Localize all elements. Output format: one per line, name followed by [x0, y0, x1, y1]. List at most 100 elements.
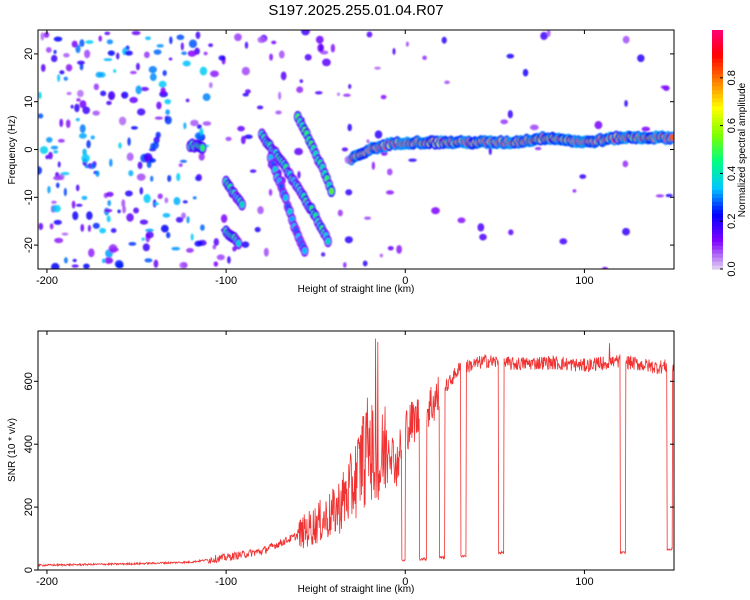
noise-speck: [38, 222, 44, 231]
colorbar-cell: [712, 165, 723, 171]
noise-speck: [76, 60, 85, 65]
noise-speck: [165, 109, 170, 116]
noise-speck: [85, 40, 94, 44]
noise-speck: [220, 214, 228, 223]
noise-speck: [500, 119, 509, 125]
noise-speck: [135, 85, 142, 95]
spectrogram-x-axis: -200 -100 0 100: [36, 30, 594, 287]
noise-speck: [180, 42, 184, 51]
colorbar-cell: [712, 221, 723, 226]
noise-speck: [348, 84, 352, 89]
noise-speck: [641, 126, 651, 132]
noise-speck: [75, 184, 80, 192]
noise-speck: [344, 236, 353, 244]
colorbar-cell: [712, 57, 723, 63]
x-tick-label: -200: [36, 275, 58, 287]
ridge-core: [287, 208, 293, 216]
noise-speck: [176, 173, 181, 182]
colorbar-cell: [712, 61, 723, 67]
noise-speck: [457, 217, 466, 224]
noise-speck: [278, 50, 285, 59]
noise-speck: [601, 266, 608, 269]
noise-speck: [319, 44, 323, 52]
noise-speck: [256, 105, 264, 110]
noise-speck: [50, 54, 58, 63]
noise-speck: [38, 166, 43, 175]
spectrogram-xlabel: Height of straight line (km): [298, 284, 415, 295]
noise-speck: [87, 224, 92, 232]
noise-speck: [106, 100, 112, 106]
noise-speck: [240, 135, 246, 145]
colorbar-strip: [712, 30, 723, 270]
noise-speck: [81, 153, 90, 163]
noise-speck: [53, 219, 62, 225]
x-tick-label: -100: [215, 275, 237, 287]
noise-speck: [186, 248, 194, 253]
colorbar-tick-label: 0.0: [726, 261, 738, 276]
noise-speck: [655, 194, 664, 198]
noise-speck: [149, 158, 157, 163]
noise-speck: [187, 50, 197, 57]
colorbar-cell: [712, 81, 723, 87]
noise-speck: [263, 247, 269, 257]
noise-speck: [245, 89, 251, 94]
noise-speck: [115, 262, 124, 269]
noise-speck: [431, 207, 440, 215]
y-tick-label: 0: [23, 146, 35, 152]
ridge-core: [328, 187, 334, 195]
noise-speck: [299, 79, 304, 83]
y-tick-label: -20: [23, 237, 35, 253]
noise-speck: [118, 142, 122, 149]
noise-speck: [379, 253, 384, 258]
noise-speck: [343, 93, 351, 97]
noise-speck: [336, 92, 341, 96]
noise-speck: [82, 106, 91, 115]
colorbar-cell: [712, 193, 723, 198]
snr-ylabel: SNR (10 * v/v): [7, 418, 18, 482]
noise-speck: [241, 241, 250, 248]
noise-speck: [125, 45, 130, 51]
noise-speck: [559, 238, 568, 245]
noise-speck: [157, 193, 163, 200]
noise-speck: [203, 51, 208, 56]
noise-speck: [178, 163, 183, 168]
noise-speck: [80, 223, 85, 232]
noise-speck: [143, 194, 151, 204]
noise-speck: [244, 41, 249, 49]
noise-speck: [79, 100, 87, 109]
noise-speck: [129, 70, 137, 75]
noise-speck: [392, 47, 396, 55]
noise-speck: [479, 233, 487, 241]
noise-speck: [232, 246, 237, 252]
noise-speck: [76, 98, 81, 102]
noise-speck: [92, 110, 100, 116]
colorbar-cell: [712, 161, 723, 167]
colorbar-tick-label: 0.8: [726, 70, 738, 85]
noise-speck: [315, 35, 324, 44]
ridge-core: [669, 133, 674, 141]
noise-speck: [546, 30, 551, 37]
noise-speck: [84, 164, 90, 169]
colorbar-cell: [712, 53, 723, 59]
colorbar-cell: [712, 105, 723, 111]
colorbar-cell: [712, 125, 723, 131]
noise-speck: [304, 53, 312, 61]
noise-speck: [83, 263, 90, 269]
noise-speck: [622, 35, 630, 44]
noise-speck: [366, 139, 370, 144]
colorbar-cell: [712, 197, 723, 202]
noise-speck: [216, 254, 225, 261]
noise-speck: [192, 196, 197, 200]
noise-speck: [65, 119, 71, 128]
noise-speck: [84, 49, 91, 59]
noise-speck: [139, 187, 144, 195]
colorbar-cell: [712, 109, 723, 115]
colorbar-cell: [712, 93, 723, 99]
noise-speck: [38, 91, 42, 100]
colorbar-cell: [712, 137, 723, 143]
noise-speck: [101, 258, 106, 264]
noise-speck: [408, 158, 417, 162]
noise-speck: [146, 160, 152, 169]
noise-speck: [275, 110, 282, 115]
noise-speck: [242, 92, 249, 97]
